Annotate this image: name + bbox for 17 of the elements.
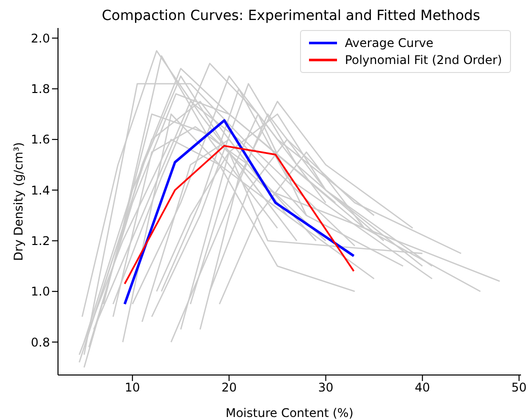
y-tick-label: 2.0 (30, 31, 50, 46)
y-tick-label: 1.0 (30, 284, 50, 299)
x-tick-label: 50 (511, 380, 527, 395)
chart-title: Compaction Curves: Experimental and Fitted Methods (100, 8, 482, 26)
y-tick-label: 0.8 (30, 335, 50, 350)
x-axis-title: Moisture Content (%) (226, 406, 354, 419)
x-tick-label: 20 (221, 380, 237, 395)
y-tick-label: 1.6 (30, 132, 50, 147)
y-tick-label: 1.2 (30, 234, 50, 248)
x-tick-label: 30 (318, 380, 334, 395)
y-tick-label: 1.8 (30, 82, 50, 96)
legend-label: Average Curve (344, 36, 434, 50)
y-tick-label: 1.4 (30, 183, 50, 198)
x-tick-label: 10 (124, 380, 140, 395)
legend-label: Polynomial Fit (2nd Order) (344, 53, 502, 67)
x-tick-label: 40 (414, 380, 430, 395)
y-axis-title: Dry Density (g/cm³) (11, 142, 26, 261)
